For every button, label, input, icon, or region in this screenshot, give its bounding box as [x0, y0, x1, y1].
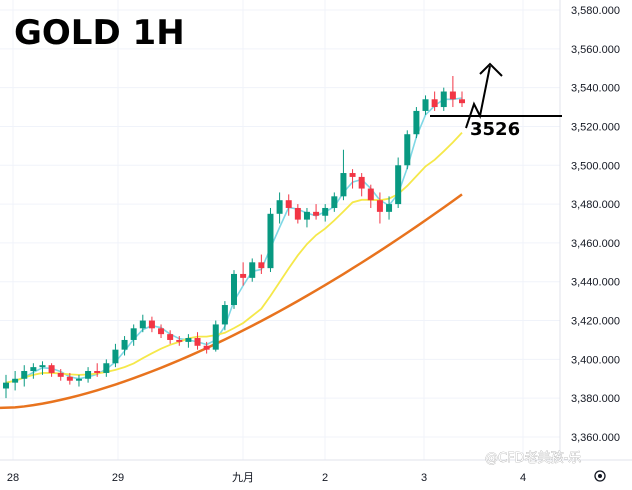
- candle-body: [12, 378, 19, 383]
- candle-body: [395, 165, 402, 205]
- chart-title: GOLD 1H: [14, 13, 185, 53]
- candle-body: [294, 207, 301, 220]
- candle-body: [3, 382, 9, 389]
- y-tick-label: 3,360.000: [571, 432, 620, 444]
- candle-body: [258, 262, 265, 269]
- candle-body: [422, 99, 429, 111]
- candle-body: [413, 110, 420, 135]
- candle-body: [331, 196, 338, 208]
- candle-body: [94, 371, 101, 373]
- y-tick-label: 3,480.000: [571, 199, 620, 211]
- candle-body: [340, 173, 347, 197]
- y-tick-label: 3,520.000: [571, 121, 620, 133]
- candle-body: [176, 339, 183, 342]
- slow-ma-line: [0, 193, 463, 410]
- candle-body: [75, 378, 82, 381]
- y-tick-label: 3,560.000: [571, 44, 620, 56]
- trend-annotations: [430, 62, 562, 129]
- candle-body: [276, 200, 283, 214]
- y-tick-label: 3,380.000: [571, 393, 620, 405]
- candle-body: [404, 134, 411, 166]
- candle-body: [358, 176, 365, 189]
- candlestick-series: [3, 75, 465, 399]
- candle-body: [212, 324, 219, 350]
- candle-body: [85, 371, 92, 379]
- candle-body: [240, 273, 247, 278]
- candle-body: [303, 211, 310, 220]
- candle-body: [203, 345, 210, 350]
- candle-body: [367, 188, 374, 201]
- candle-body: [386, 204, 393, 212]
- arrow-head-icon: [479, 62, 503, 77]
- y-tick-label: 3,580.000: [571, 5, 620, 17]
- x-tick-label: 九月: [232, 471, 254, 484]
- candle-body: [194, 338, 201, 346]
- candle-body: [158, 328, 165, 335]
- y-tick-label: 3,420.000: [571, 316, 620, 328]
- candle-body: [313, 211, 320, 216]
- candle-body: [139, 320, 146, 329]
- mid-ma-line: [5, 132, 463, 384]
- candle-body: [30, 367, 37, 372]
- candle-body: [322, 207, 329, 216]
- candle-body: [48, 365, 55, 373]
- moving-average-lines: [0, 97, 463, 410]
- projection-arrow: [465, 65, 491, 129]
- candle-body: [376, 200, 383, 212]
- x-tick-label: 29: [112, 472, 124, 484]
- grid-lines: [0, 0, 560, 460]
- candle-body: [121, 339, 128, 350]
- y-tick-label: 3,440.000: [571, 277, 620, 289]
- candle-body: [39, 365, 46, 368]
- y-tick-label: 3,460.000: [571, 238, 620, 250]
- level-label: 3526: [470, 119, 520, 140]
- candle-body: [449, 91, 456, 100]
- watermark: @CFD老美孩-乐: [485, 451, 581, 466]
- candle-body: [130, 328, 137, 340]
- candle-body: [440, 91, 447, 108]
- candle-body: [459, 99, 465, 104]
- x-tick-label: 28: [7, 472, 19, 484]
- fast-ma-line: [5, 97, 463, 384]
- candle-body: [66, 376, 73, 381]
- y-tick-label: 3,500.000: [571, 160, 620, 172]
- candle-body: [285, 200, 292, 208]
- candle-body: [431, 99, 438, 108]
- candle-body: [267, 213, 274, 269]
- candle-body: [185, 338, 192, 342]
- candle-body: [167, 334, 174, 340]
- candle-body: [103, 363, 110, 373]
- y-axis: 3,580.000 3,560.000 3,540.000 3,520.000 3,50…: [0, 0, 632, 461]
- settings-icon[interactable]: [594, 470, 606, 482]
- candle-body: [148, 320, 155, 329]
- x-tick-label: 2: [322, 472, 328, 484]
- x-axis: 28 29 九月 2 3 4: [7, 471, 526, 484]
- candle-body: [221, 305, 228, 325]
- x-tick-label: 3: [421, 472, 427, 484]
- candle-body: [21, 371, 28, 379]
- y-tick-label: 3,400.000: [571, 354, 620, 366]
- candle-body: [57, 372, 64, 377]
- candle-body: [112, 349, 119, 364]
- candle-body: [249, 262, 256, 278]
- candle-body: [231, 273, 237, 306]
- candle-body: [349, 173, 356, 177]
- x-tick-label: 4: [520, 472, 526, 484]
- y-tick-label: 3,540.000: [571, 83, 620, 95]
